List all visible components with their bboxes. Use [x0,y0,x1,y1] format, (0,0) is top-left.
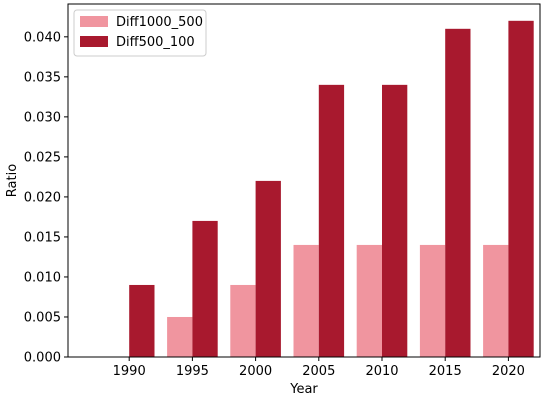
bar-diff1000-500-2005 [293,244,319,357]
y-tick-label: 0.005 [24,310,61,325]
bar-diff500-100-2000 [255,180,281,357]
legend-label-diff1000-500: Diff1000_500 [116,15,203,30]
y-tick-label: 0.030 [24,110,61,125]
bar-diff500-100-1995 [192,220,218,357]
bar-diff500-100-2010 [382,84,408,357]
y-tick-label: 0.025 [24,150,61,165]
bars-group [129,20,534,358]
y-tick-label: 0.020 [24,190,61,205]
x-tick-label: 2010 [365,364,398,379]
x-tick-label: 1990 [113,364,146,379]
bar-diff500-100-2005 [318,84,345,357]
y-axis-title: Ratio [5,164,20,197]
bar-diff500-100-2020 [508,20,534,358]
bar-diff1000-500-2015 [419,244,446,357]
y-tick-label: 0.035 [24,70,61,85]
plot-frame [67,3,541,358]
y-tick-label: 0.040 [24,30,61,45]
y-tick-label: 0.015 [24,230,61,245]
x-tick-label: 1995 [176,364,209,379]
bar-diff1000-500-2000 [230,284,256,357]
legend-swatch-diff1000-500 [80,16,108,27]
x-tick-label: 2015 [429,364,462,379]
y-tick-label: 0.010 [24,270,61,285]
y-axis-ticks: 0.000 0.005 0.010 0.015 0.020 0.025 0.030 0.035… [24,30,68,366]
x-tick-label: 2020 [492,364,525,379]
bar-diff1000-500-2010 [356,244,382,357]
bar-diff500-100-1990 [129,284,155,357]
legend-label-diff500-100: Diff500_100 [116,35,195,50]
legend: Diff1000_500 Diff500_100 [73,9,207,57]
bar-diff500-100-2015 [445,28,471,358]
y-tick-label: 0.000 [24,351,61,366]
x-axis-ticks: 1990 1995 2000 2005 2010 2015 2020 [113,357,525,379]
bar-diff1000-500-1995 [167,316,193,357]
x-tick-label: 2000 [239,364,272,379]
x-tick-label: 2005 [302,364,335,379]
x-axis-title: Year [289,382,318,397]
bar-diff1000-500-2020 [483,244,509,357]
legend-swatch-diff500-100 [80,36,108,47]
